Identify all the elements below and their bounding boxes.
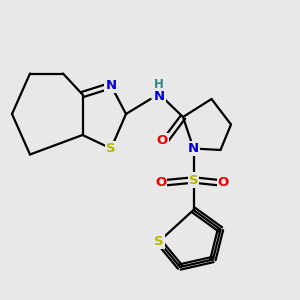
Text: N: N (105, 79, 117, 92)
Text: H: H (154, 77, 164, 91)
Text: O: O (156, 134, 168, 148)
Text: N: N (153, 89, 165, 103)
Text: O: O (218, 176, 229, 190)
Text: N: N (188, 142, 199, 155)
Text: O: O (155, 176, 166, 190)
Text: S: S (154, 235, 164, 248)
Text: S: S (189, 173, 198, 187)
Text: S: S (106, 142, 116, 155)
